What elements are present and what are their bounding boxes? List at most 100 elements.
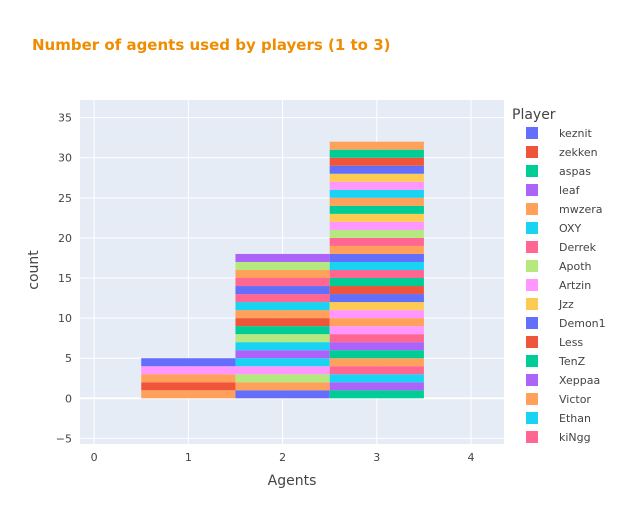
- legend-item[interactable]: Victor: [526, 393, 591, 406]
- legend-swatch: [526, 184, 538, 196]
- y-tick-label: 20: [58, 232, 72, 245]
- legend-label: TenZ: [558, 355, 586, 368]
- bar-segment: [329, 382, 424, 391]
- bar-segment: [329, 318, 424, 327]
- bar-segment: [235, 326, 330, 335]
- bar-segment: [235, 269, 330, 279]
- bar-segment: [329, 205, 424, 214]
- y-tick-label: 0: [65, 392, 72, 405]
- bar-segment: [329, 165, 424, 174]
- x-tick-label: 0: [91, 451, 98, 464]
- legend-item[interactable]: aspas: [526, 165, 591, 178]
- legend-label: Ethan: [559, 412, 591, 425]
- bar-segment: [235, 310, 330, 319]
- legend: keznit zekken aspas leaf mwzera OXY Derrek Apot…: [526, 127, 606, 444]
- bar-segment: [329, 261, 424, 270]
- bar-segment: [235, 382, 330, 391]
- y-tick-label: 10: [58, 312, 72, 325]
- bar-segment: [141, 358, 236, 367]
- bar-segment: [329, 197, 424, 206]
- legend-swatch: [526, 203, 538, 215]
- legend-item[interactable]: Artzin: [526, 279, 591, 292]
- bar-segment: [235, 366, 330, 375]
- legend-label: OXY: [559, 222, 581, 235]
- bar-segment: [329, 278, 424, 287]
- bar-segment: [235, 278, 330, 287]
- legend-item[interactable]: Ethan: [526, 412, 591, 425]
- bar-segment: [329, 141, 424, 150]
- legend-title: Player: [512, 107, 556, 123]
- legend-item[interactable]: Less: [526, 336, 583, 349]
- legend-item[interactable]: kiNgg: [526, 431, 591, 444]
- x-tick-label: 3: [373, 451, 380, 464]
- bar-segment: [235, 318, 330, 327]
- bar-segment: [329, 229, 424, 238]
- bar-segment: [329, 269, 424, 279]
- bar-segment: [235, 358, 330, 367]
- legend-item[interactable]: OXY: [526, 222, 581, 235]
- bar-segment: [329, 213, 424, 222]
- bar-segment: [141, 366, 236, 375]
- legend-label: Less: [559, 336, 583, 349]
- legend-item[interactable]: mwzera: [526, 203, 603, 216]
- legend-label: zekken: [559, 146, 598, 159]
- bar-segment: [329, 181, 424, 190]
- bar-segment: [329, 149, 424, 158]
- x-tick-label: 4: [468, 451, 475, 464]
- legend-label: Victor: [559, 393, 591, 406]
- legend-item[interactable]: Derrek: [526, 241, 597, 254]
- legend-item[interactable]: TenZ: [526, 355, 586, 368]
- legend-label: Xeppaa: [559, 374, 600, 387]
- legend-swatch: [526, 127, 538, 139]
- bars: [141, 141, 424, 399]
- legend-label: aspas: [559, 165, 591, 178]
- bar-segment: [329, 237, 424, 246]
- bar-segment: [235, 350, 330, 359]
- bar-segment: [329, 189, 424, 198]
- x-axis-ticks: 0 1 2 3 4: [91, 451, 475, 464]
- legend-swatch: [526, 412, 538, 424]
- legend-item[interactable]: Apoth: [526, 260, 592, 273]
- legend-swatch: [526, 165, 538, 177]
- bar-segment: [235, 390, 330, 399]
- legend-item[interactable]: zekken: [526, 146, 598, 159]
- legend-swatch: [526, 298, 538, 310]
- legend-swatch: [526, 336, 538, 348]
- bar-segment: [235, 342, 330, 351]
- bar-segment: [329, 286, 424, 295]
- legend-label: keznit: [559, 127, 593, 140]
- bar-segment: [141, 374, 236, 383]
- legend-label: mwzera: [559, 203, 603, 216]
- y-axis-ticks: −5 0 5 10 15 20 25 30 35: [56, 112, 72, 446]
- x-tick-label: 1: [185, 451, 192, 464]
- y-tick-label: −5: [56, 432, 72, 445]
- bar-segment: [235, 286, 330, 295]
- legend-item[interactable]: Jzz: [526, 298, 574, 311]
- x-tick-label: 2: [279, 451, 286, 464]
- bar-segment: [235, 334, 330, 343]
- legend-item[interactable]: keznit: [526, 127, 593, 140]
- bar-segment: [235, 302, 330, 311]
- chart-title: Number of agents used by players (1 to 3…: [32, 36, 391, 54]
- bar-segment: [329, 157, 424, 166]
- legend-label: Derrek: [559, 241, 597, 254]
- bar-segment: [329, 253, 424, 262]
- y-tick-label: 35: [58, 112, 72, 125]
- legend-item[interactable]: Xeppaa: [526, 374, 600, 387]
- legend-swatch: [526, 222, 538, 234]
- bar-segment: [329, 366, 424, 375]
- legend-swatch: [526, 355, 538, 367]
- legend-item[interactable]: Demon1: [526, 317, 606, 330]
- bar-segment: [329, 350, 424, 359]
- legend-item[interactable]: leaf: [526, 184, 581, 197]
- bar-segment: [329, 245, 424, 254]
- y-axis-title: count: [26, 250, 42, 290]
- bar-segment: [235, 374, 330, 383]
- legend-label: Apoth: [559, 260, 592, 273]
- bar-segment: [141, 382, 236, 391]
- bar-segment: [235, 294, 330, 303]
- legend-label: Artzin: [559, 279, 591, 292]
- bar-segment: [235, 253, 330, 262]
- bar-segment: [329, 390, 424, 399]
